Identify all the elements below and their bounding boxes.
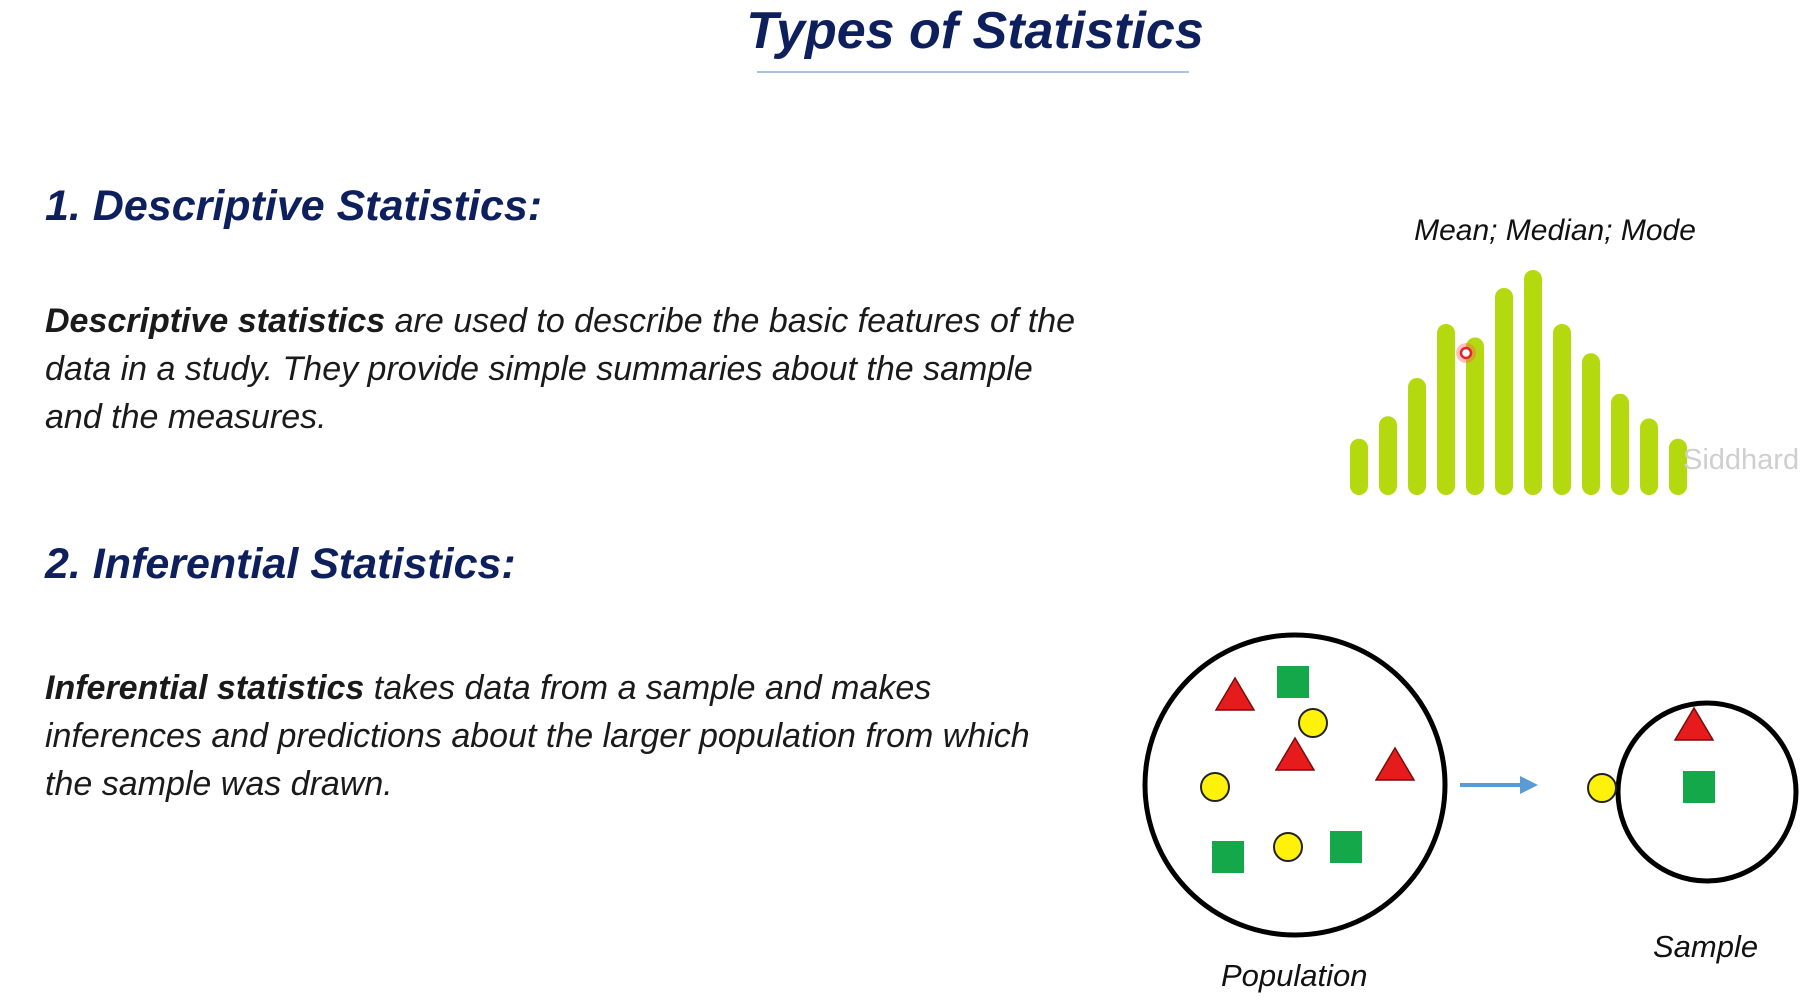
watermark: Siddhard bbox=[1683, 444, 1800, 476]
triangle-shape bbox=[1214, 676, 1256, 711]
square-shape bbox=[1683, 771, 1715, 803]
triangle-shape bbox=[1673, 706, 1715, 741]
histogram-bar bbox=[1640, 418, 1658, 495]
circle-shape bbox=[1587, 773, 1617, 803]
histogram-bar bbox=[1350, 438, 1368, 495]
population-label: Population bbox=[1221, 958, 1368, 993]
sampling-arrow bbox=[1460, 776, 1538, 794]
inferential-text: takes data from a sample and makes infer… bbox=[45, 669, 1030, 803]
title-underline bbox=[757, 71, 1189, 73]
histogram-bar bbox=[1495, 288, 1513, 495]
inferential-paragraph: Inferential statistics takes data from a… bbox=[45, 664, 1085, 808]
sample-items bbox=[1587, 706, 1715, 803]
square-shape bbox=[1212, 841, 1244, 873]
triangle-shape bbox=[1374, 746, 1416, 781]
histogram-bar bbox=[1553, 324, 1571, 495]
descriptive-paragraph: Descriptive statistics are used to descr… bbox=[45, 297, 1085, 441]
square-shape bbox=[1330, 831, 1362, 863]
circle-shape bbox=[1298, 708, 1328, 738]
circle-shape bbox=[1200, 772, 1230, 802]
histogram-bar bbox=[1669, 438, 1687, 495]
inferential-heading: 2. Inferential Statistics: bbox=[45, 540, 516, 588]
descriptive-term: Descriptive statistics bbox=[45, 302, 386, 340]
triangle-shape bbox=[1274, 736, 1316, 771]
sampling-diagram bbox=[1142, 632, 1799, 938]
circle-shape bbox=[1273, 832, 1303, 862]
histogram-bar bbox=[1524, 270, 1542, 495]
cursor-dot bbox=[1459, 346, 1473, 360]
inferential-term: Inferential statistics bbox=[45, 669, 365, 707]
histogram-bar bbox=[1437, 324, 1455, 495]
slide-title: Types of Statistics bbox=[746, 2, 1204, 60]
histogram-bar bbox=[1408, 378, 1426, 495]
sample-label: Sample bbox=[1653, 929, 1759, 964]
histogram-bar bbox=[1611, 393, 1629, 495]
square-shape bbox=[1277, 666, 1309, 698]
descriptive-heading: 1. Descriptive Statistics: bbox=[45, 182, 543, 230]
central-tendency-label: Mean; Median; Mode bbox=[1414, 214, 1696, 247]
histogram-bar bbox=[1466, 337, 1484, 495]
population-items bbox=[1200, 666, 1416, 873]
histogram-bar bbox=[1582, 353, 1600, 495]
histogram-illustration bbox=[1350, 270, 1687, 495]
histogram-bar bbox=[1379, 416, 1397, 495]
descriptive-text: are used to describe the basic features … bbox=[45, 302, 1076, 436]
